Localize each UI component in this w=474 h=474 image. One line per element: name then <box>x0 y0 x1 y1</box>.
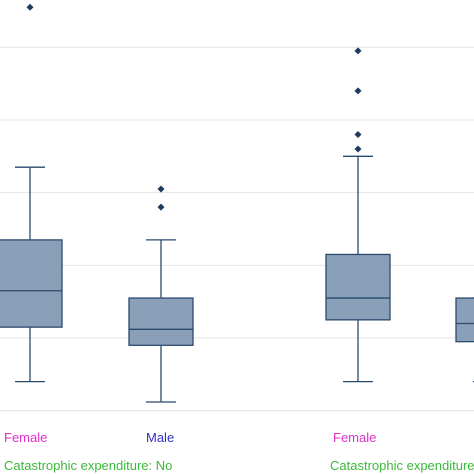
box-3-iqr <box>455 297 474 343</box>
category-label-male-no: Male <box>146 430 175 445</box>
box-1-outlier-1 <box>157 185 165 193</box>
box-2-outlier-1 <box>354 130 362 138</box>
box-0-outlier-0 <box>26 3 34 11</box>
group-label-no: Catastrophic expenditure: No <box>4 458 173 473</box>
box-1-iqr <box>128 297 194 346</box>
box-1-outlier-0 <box>157 203 165 211</box>
category-label-female-yes: Female <box>333 430 377 445</box>
box-0-iqr <box>0 239 63 328</box>
group-label-yes: Catastrophic expenditure <box>330 458 474 473</box>
box-2-outlier-3 <box>354 47 362 55</box>
box-2-outlier-2 <box>354 87 362 95</box>
category-label-female-no: Female <box>4 430 48 445</box>
box-2-iqr <box>325 253 391 321</box>
box-2-outlier-0 <box>354 145 362 153</box>
